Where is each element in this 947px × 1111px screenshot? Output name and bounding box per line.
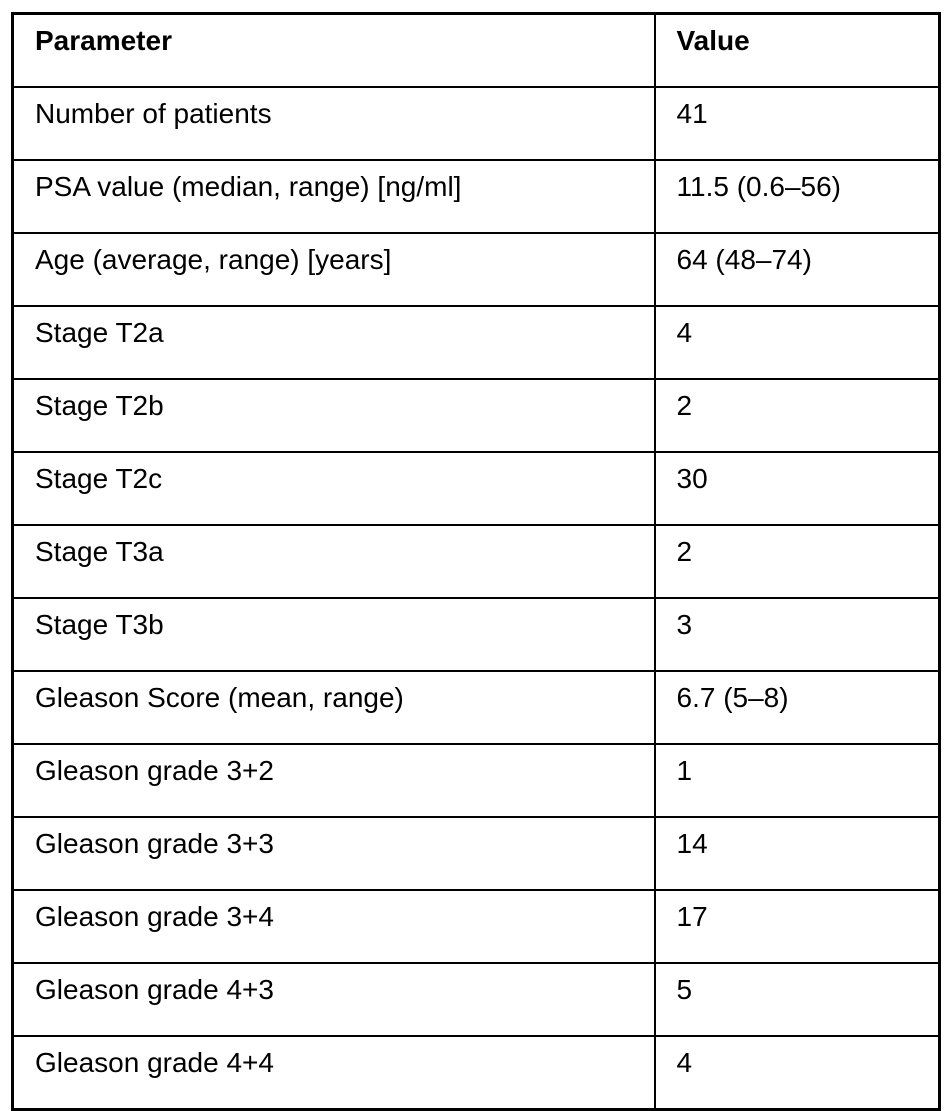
- parameter-cell: Gleason grade 4+3: [11, 962, 656, 1037]
- table-header-row: Parameter Value: [11, 12, 941, 88]
- column-header-value: Value: [653, 12, 941, 88]
- parameter-cell: Gleason Score (mean, range): [11, 670, 656, 745]
- value-cell: 30: [653, 451, 941, 526]
- value-cell: 2: [653, 524, 941, 599]
- table-row: Stage T3b 3: [11, 597, 941, 672]
- table-body: Number of patients 41 PSA value (median, r…: [11, 86, 941, 1111]
- value-cell: 14: [653, 816, 941, 891]
- table-row: Gleason grade 4+3 5: [11, 962, 941, 1037]
- table-row: Gleason grade 3+4 17: [11, 889, 941, 964]
- parameter-cell: Stage T2a: [11, 305, 656, 380]
- parameter-cell: Gleason grade 3+3: [11, 816, 656, 891]
- value-cell: 2: [653, 378, 941, 453]
- value-cell: 17: [653, 889, 941, 964]
- parameter-cell: Stage T2b: [11, 378, 656, 453]
- table-row: Gleason grade 3+3 14: [11, 816, 941, 891]
- table-row: Stage T3a 2: [11, 524, 941, 599]
- parameter-cell: PSA value (median, range) [ng/ml]: [11, 159, 656, 234]
- table-row: PSA value (median, range) [ng/ml] 11.5 (0…: [11, 159, 941, 234]
- parameter-cell: Gleason grade 3+4: [11, 889, 656, 964]
- value-cell: 11.5 (0.6–56): [653, 159, 941, 234]
- value-cell: 1: [653, 743, 941, 818]
- value-cell: 41: [653, 86, 941, 161]
- parameter-cell: Stage T3b: [11, 597, 656, 672]
- parameter-cell: Age (average, range) [years]: [11, 232, 656, 307]
- parameter-cell: Gleason grade 4+4: [11, 1035, 656, 1111]
- table-row: Gleason Score (mean, range) 6.7 (5–8): [11, 670, 941, 745]
- value-cell: 64 (48–74): [653, 232, 941, 307]
- table-row: Number of patients 41: [11, 86, 941, 161]
- value-cell: 4: [653, 305, 941, 380]
- table-row: Gleason grade 4+4 4: [11, 1035, 941, 1111]
- parameter-cell: Number of patients: [11, 86, 656, 161]
- column-header-parameter: Parameter: [11, 12, 656, 88]
- parameter-cell: Gleason grade 3+2: [11, 743, 656, 818]
- parameter-cell: Stage T3a: [11, 524, 656, 599]
- value-cell: 3: [653, 597, 941, 672]
- parameter-cell: Stage T2c: [11, 451, 656, 526]
- patient-characteristics-table: Parameter Value Number of patients 41 PSA …: [11, 12, 941, 1111]
- table-row: Stage T2c 30: [11, 451, 941, 526]
- value-cell: 5: [653, 962, 941, 1037]
- value-cell: 4: [653, 1035, 941, 1111]
- value-cell: 6.7 (5–8): [653, 670, 941, 745]
- table-row: Stage T2a 4: [11, 305, 941, 380]
- table-row: Gleason grade 3+2 1: [11, 743, 941, 818]
- table-row: Age (average, range) [years] 64 (48–74): [11, 232, 941, 307]
- table-row: Stage T2b 2: [11, 378, 941, 453]
